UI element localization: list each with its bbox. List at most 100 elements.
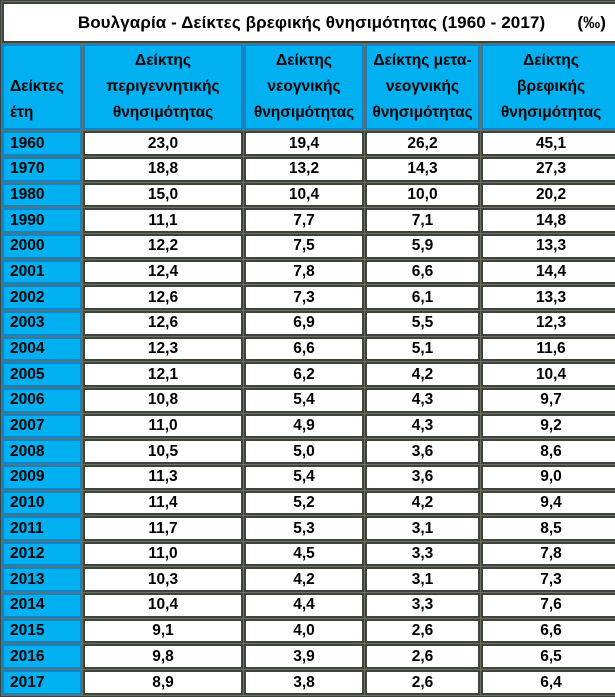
table-row: 2014 10,4 4,4 3,3 7,6	[2, 593, 615, 618]
value-cell: 8,6	[481, 439, 615, 464]
value-cell: 45,1	[481, 131, 615, 156]
value-cell: 6,4	[481, 670, 615, 695]
table-row: 1960 23,0 19,4 26,2 45,1	[2, 131, 615, 156]
value-cell: 4,5	[244, 541, 364, 567]
value-cell: 9,8	[83, 644, 243, 670]
table-row: 2015 9,1 4,0 2,6 6,6	[2, 618, 615, 644]
value-cell: 6,1	[365, 285, 480, 310]
value-cell: 12,3	[83, 336, 243, 362]
value-cell: 12,4	[83, 259, 243, 285]
value-cell: 3,1	[365, 516, 480, 541]
year-cell: 2004	[2, 336, 82, 362]
value-cell: 11,0	[83, 413, 243, 439]
year-cell: 2001	[2, 259, 82, 285]
value-cell: 14,8	[481, 208, 615, 233]
value-cell: 12,6	[83, 310, 243, 336]
value-cell: 6,2	[244, 362, 364, 387]
year-cell: 2006	[2, 387, 82, 413]
value-cell: 4,2	[365, 490, 480, 516]
year-cell: 1990	[2, 208, 82, 233]
value-cell: 10,3	[83, 567, 243, 593]
value-cell: 4,9	[244, 413, 364, 439]
value-cell: 11,1	[83, 208, 243, 233]
value-cell: 7,5	[244, 233, 364, 259]
table-row: 2008 10,5 5,0 3,6 8,6	[2, 439, 615, 464]
year-cell: 1980	[2, 182, 82, 208]
value-cell: 13,2	[244, 156, 364, 182]
table-row: 2016 9,8 3,9 2,6 6,5	[2, 644, 615, 670]
header-row: Δείκτες έτη Δείκτης περιγεννητικής θνησι…	[2, 44, 615, 131]
year-cell: 2013	[2, 567, 82, 593]
value-cell: 5,2	[244, 490, 364, 516]
year-cell: 1960	[2, 131, 82, 156]
value-cell: 26,2	[365, 131, 480, 156]
value-cell: 8,5	[481, 516, 615, 541]
value-cell: 11,6	[481, 336, 615, 362]
value-cell: 10,8	[83, 387, 243, 413]
value-cell: 2,6	[365, 670, 480, 695]
value-cell: 12,3	[481, 310, 615, 336]
value-cell: 6,6	[365, 259, 480, 285]
value-cell: 7,7	[244, 208, 364, 233]
value-cell: 11,3	[83, 464, 243, 490]
value-cell: 15,0	[83, 182, 243, 208]
year-cell: 2008	[2, 439, 82, 464]
value-cell: 13,3	[481, 233, 615, 259]
value-cell: 3,9	[244, 644, 364, 670]
year-cell: 2011	[2, 516, 82, 541]
value-cell: 12,6	[83, 285, 243, 310]
table-row: 2011 11,7 5,3 3,1 8,5	[2, 516, 615, 541]
table-row: 2017 8,9 3,8 2,6 6,4	[2, 670, 615, 695]
year-cell: 2007	[2, 413, 82, 439]
table-row: 2012 11,0 4,5 3,3 7,8	[2, 541, 615, 567]
table-row: 2003 12,6 6,9 5,5 12,3	[2, 310, 615, 336]
value-cell: 5,9	[365, 233, 480, 259]
value-cell: 5,4	[244, 464, 364, 490]
value-cell: 9,0	[481, 464, 615, 490]
year-cell: 2010	[2, 490, 82, 516]
value-cell: 11,0	[83, 541, 243, 567]
value-cell: 7,1	[365, 208, 480, 233]
value-cell: 20,2	[481, 182, 615, 208]
value-cell: 5,4	[244, 387, 364, 413]
value-cell: 12,1	[83, 362, 243, 387]
value-cell: 6,6	[244, 336, 364, 362]
year-cell: 2003	[2, 310, 82, 336]
year-cell: 2015	[2, 618, 82, 644]
table-row: 2002 12,6 7,3 6,1 13,3	[2, 285, 615, 310]
year-cell: 2002	[2, 285, 82, 310]
value-cell: 23,0	[83, 131, 243, 156]
value-cell: 7,8	[481, 541, 615, 567]
value-cell: 3,1	[365, 567, 480, 593]
value-cell: 12,2	[83, 233, 243, 259]
value-cell: 6,5	[481, 644, 615, 670]
table-row: 1980 15,0 10,4 10,0 20,2	[2, 182, 615, 208]
value-cell: 9,1	[83, 618, 243, 644]
value-cell: 18,8	[83, 156, 243, 182]
value-cell: 4,3	[365, 387, 480, 413]
value-cell: 7,8	[244, 259, 364, 285]
value-cell: 4,2	[244, 567, 364, 593]
column-header-neonatal: Δείκτης νεογνικής θνησιμότητας	[244, 44, 364, 131]
value-cell: 2,6	[365, 644, 480, 670]
value-cell: 7,6	[481, 593, 615, 618]
value-cell: 10,4	[481, 362, 615, 387]
value-cell: 3,3	[365, 593, 480, 618]
value-cell: 5,5	[365, 310, 480, 336]
year-cell: 2005	[2, 362, 82, 387]
table-row: 1990 11,1 7,7 7,1 14,8	[2, 208, 615, 233]
table-row: 1970 18,8 13,2 14,3 27,3	[2, 156, 615, 182]
year-cell: 1970	[2, 156, 82, 182]
title-row: Βουλγαρία - Δείκτες βρεφικής θνησιμότητα…	[2, 2, 615, 44]
table-row: 2009 11,3 5,4 3,6 9,0	[2, 464, 615, 490]
table-row: 2007 11,0 4,9 4,3 9,2	[2, 413, 615, 439]
value-cell: 3,8	[244, 670, 364, 695]
value-cell: 19,4	[244, 131, 364, 156]
value-cell: 11,4	[83, 490, 243, 516]
value-cell: 5,3	[244, 516, 364, 541]
value-cell: 4,4	[244, 593, 364, 618]
table-row: 2004 12,3 6,6 5,1 11,6	[2, 336, 615, 362]
table-row: 2000 12,2 7,5 5,9 13,3	[2, 233, 615, 259]
value-cell: 9,7	[481, 387, 615, 413]
